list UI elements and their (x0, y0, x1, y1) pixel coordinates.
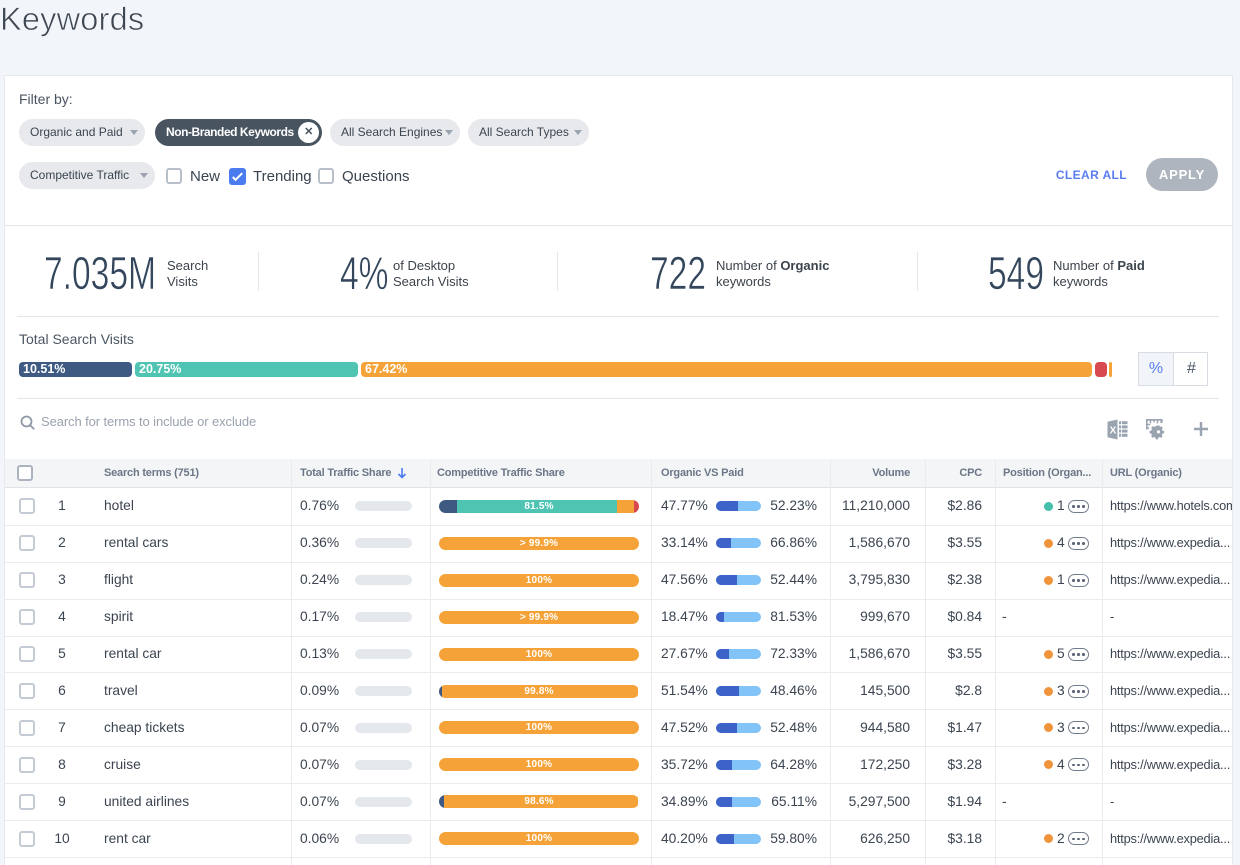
svg-text:X: X (1110, 425, 1117, 436)
